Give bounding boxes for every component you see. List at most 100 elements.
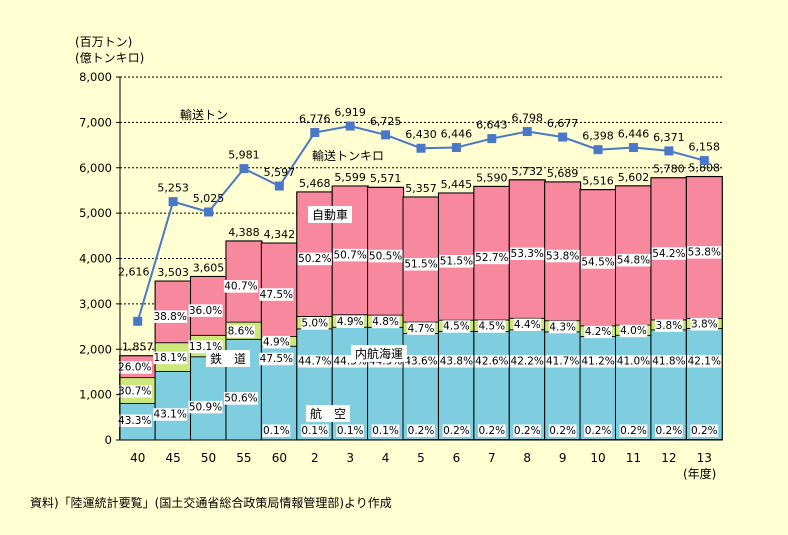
bar-total-label: 5,516 (582, 175, 614, 188)
bar-segment-coastal (545, 332, 581, 440)
y-tick-label: 7,000 (79, 115, 112, 129)
y-tick-label: 5,000 (79, 206, 112, 220)
annotation-coastal: 内航海運 (355, 346, 403, 361)
truck-pct-label: 50.7% (333, 249, 366, 261)
coastal-pct-label: 42.6% (475, 355, 508, 367)
air-pct-label: 0.1% (301, 425, 328, 437)
air-pct-label: 0.1% (337, 425, 364, 437)
ton-line-label: 6,725 (370, 115, 402, 128)
air-pct-label: 0.2% (585, 425, 612, 437)
ton-line-marker (700, 156, 709, 165)
rail-pct-label: 4.0% (620, 325, 647, 337)
y-tick-label: 8,000 (79, 70, 112, 84)
x-tick-label: 11 (626, 451, 641, 465)
ton-line-marker (452, 143, 461, 152)
coastal-pct-label: 43.8% (440, 355, 473, 367)
ton-line-marker (594, 145, 603, 154)
air-pct-label: 0.2% (620, 425, 647, 437)
coastal-pct-label: 41.0% (617, 355, 650, 367)
bar-total-label: 5,590 (476, 171, 508, 184)
y-unit-bottom-label: (億トンキロ) (75, 51, 144, 65)
ton-line-label: 6,677 (547, 117, 579, 130)
bar-segment-coastal (332, 327, 368, 440)
ton-line-label: 5,253 (157, 182, 189, 195)
coastal-pct-label: 43.1% (153, 409, 186, 421)
rail-pct-label: 8.6% (228, 326, 255, 338)
bar-segment-coastal (297, 329, 333, 440)
x-tick-label: 10 (590, 451, 605, 465)
x-tick-label: 4 (382, 451, 390, 465)
coastal-pct-label: 47.5% (260, 353, 293, 365)
bar-total-label: 5,445 (441, 178, 473, 191)
bar-segment-coastal (615, 335, 651, 439)
bar-total-label: 5,602 (618, 171, 650, 184)
bar-segment-coastal (509, 330, 545, 440)
bar-total-label: 1,857 (122, 341, 154, 354)
bar-total-label: 5,468 (299, 177, 331, 190)
bar-segment-coastal (368, 327, 404, 439)
annotation-rail: 鉄 道 (210, 351, 246, 366)
ton-line-marker (346, 122, 355, 131)
bar-segment-coastal (686, 329, 722, 440)
x-unit-label: (年度) (683, 466, 716, 481)
truck-pct-label: 53.8% (688, 247, 721, 259)
ton-line-label: 6,919 (334, 106, 366, 119)
ton-line-label: 5,597 (264, 166, 296, 179)
x-tick-label: 5 (417, 451, 425, 465)
rail-pct-label: 4.5% (443, 321, 470, 333)
ton-line-label: 6,776 (299, 113, 331, 126)
ton-line-label: 2,616 (118, 265, 150, 278)
truck-pct-label: 51.5% (440, 256, 473, 268)
y-tick-label: 1,000 (79, 388, 112, 402)
ton-line-marker (664, 146, 673, 155)
ton-line-marker (381, 130, 390, 139)
coastal-pct-label: 43.3% (118, 415, 151, 427)
bar-segment-coastal (651, 330, 687, 440)
ton-line-marker (204, 207, 213, 216)
truck-pct-label: 54.2% (652, 248, 685, 260)
rail-pct-label: 3.8% (656, 320, 683, 332)
air-pct-label: 0.1% (263, 425, 290, 437)
ton-line-marker (417, 144, 426, 153)
rail-pct-label: 4.8% (372, 316, 399, 328)
x-tick-label: 12 (661, 451, 676, 465)
air-pct-label: 0.2% (656, 425, 683, 437)
ton-line-label: 6,798 (511, 112, 543, 125)
y-tick-label: 2,000 (79, 342, 112, 356)
ton-line-marker (133, 317, 142, 326)
ton-line-marker (523, 127, 532, 136)
bar-segment-coastal (403, 334, 439, 440)
coastal-pct-label: 44.7% (298, 355, 331, 367)
source-note: 資料)「陸運統計要覧」(国土交通省総合政策局情報管理部)より作成 (30, 495, 392, 510)
ton-line-label: 6,446 (618, 128, 650, 141)
bar-total-label: 3,503 (157, 266, 189, 279)
rail-pct-label: 4.4% (514, 319, 541, 331)
truck-pct-label: 54.8% (617, 254, 650, 266)
rail-pct-label: 4.9% (263, 336, 290, 348)
air-pct-label: 0.2% (408, 425, 435, 437)
ton-line-marker (169, 197, 178, 206)
truck-pct-label: 40.7% (224, 281, 257, 293)
x-tick-label: 60 (272, 451, 287, 465)
annotation-tonkm: 輸送トンキロ (312, 148, 384, 163)
ton-line-label: 5,981 (228, 149, 260, 162)
truck-pct-label: 26.0% (118, 362, 151, 374)
x-tick-label: 45 (165, 451, 180, 465)
y-tick-label: 4,000 (79, 252, 112, 266)
truck-pct-label: 47.5% (260, 289, 293, 301)
annotation-ton: 輸送トン (180, 107, 228, 122)
bar-total-label: 5,599 (334, 171, 366, 184)
ton-line-label: 6,446 (441, 128, 473, 141)
ton-line-label: 6,158 (689, 141, 721, 154)
x-tick-label: 3 (346, 451, 354, 465)
truck-pct-label: 51.5% (404, 259, 437, 271)
y-tick-label: 0 (105, 433, 112, 447)
bar-total-label: 4,388 (228, 226, 260, 239)
truck-pct-label: 54.5% (581, 257, 614, 269)
coastal-pct-label: 42.2% (511, 355, 544, 367)
rail-pct-label: 4.9% (337, 316, 364, 328)
bar-segment-coastal (438, 331, 474, 439)
x-tick-label: 55 (236, 451, 251, 465)
